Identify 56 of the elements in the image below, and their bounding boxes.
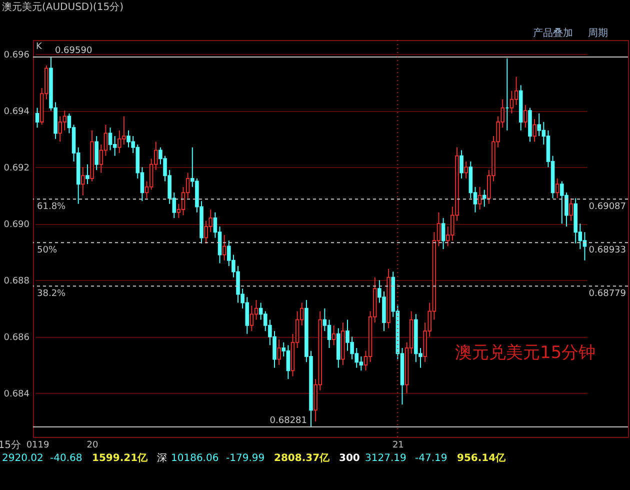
- ref-line-label: 0.68933: [588, 246, 626, 256]
- y-tick-label: 0.690: [4, 220, 30, 230]
- candlestick: [514, 76, 518, 106]
- candlestick: [250, 305, 254, 332]
- text: -47.19: [415, 453, 448, 464]
- candlestick: [464, 161, 468, 179]
- candlestick: [482, 189, 486, 208]
- text: 1599.21亿: [92, 452, 149, 464]
- text: 2920.02: [2, 453, 44, 464]
- ref-line-label: 0.68779: [588, 289, 626, 300]
- y-tick-label: 0.684: [4, 390, 30, 400]
- text: 产品叠加: [533, 27, 573, 39]
- candlestick: [112, 136, 117, 156]
- chart-title: 澳元美元(AUDUSD)(15分): [2, 1, 124, 13]
- candlestick: [460, 150, 464, 179]
- candlestick: [222, 234, 226, 261]
- x-tick-label: 20: [86, 440, 99, 450]
- text: 周期: [588, 27, 608, 39]
- annotation: 50%: [37, 246, 58, 256]
- annotation: 38.2%: [37, 289, 66, 300]
- ref-line-label: 0.69087: [588, 202, 626, 212]
- candlestick: [441, 218, 446, 250]
- annotation: 61.8%: [37, 202, 66, 212]
- candlestick: [524, 104, 528, 128]
- y-tick-label: 0.692: [4, 164, 30, 174]
- x-tick-label: 0119: [26, 440, 50, 450]
- candlestick: [555, 178, 560, 199]
- candlestick: [108, 127, 112, 151]
- text: -179.99: [226, 453, 265, 464]
- candlestick: [94, 136, 98, 170]
- y-tick-label: 0.696: [4, 50, 30, 61]
- text: 300: [339, 453, 360, 464]
- y-tick-label: 0.694: [4, 107, 30, 118]
- candlestick: [35, 107, 40, 128]
- text: 3127.19: [365, 453, 406, 464]
- candlestick: [277, 339, 281, 366]
- candlestick: [532, 118, 536, 142]
- candlestick: [81, 166, 85, 196]
- candlestick: [510, 90, 514, 114]
- text: 深: [157, 452, 167, 464]
- y-tick-label: 0.688: [4, 276, 30, 287]
- text: -40.68: [50, 453, 82, 464]
- candlestick: [569, 198, 573, 222]
- text: 2808.37亿: [274, 452, 331, 464]
- candlestick: [478, 186, 482, 210]
- candlestick: [86, 164, 90, 185]
- annotation: K: [36, 42, 43, 52]
- ref-line-label: 0.68281: [270, 416, 307, 426]
- candlestick: [327, 319, 332, 348]
- ref-line-label: 0.69590: [54, 46, 92, 56]
- annotation: 澳元兑美元15分钟: [455, 343, 596, 363]
- candlestick: [332, 324, 336, 346]
- x-tick-label: 21: [392, 440, 404, 450]
- text: 956.14亿: [457, 452, 507, 464]
- y-tick-label: 0.686: [4, 333, 30, 344]
- text: 10186.06: [171, 453, 219, 464]
